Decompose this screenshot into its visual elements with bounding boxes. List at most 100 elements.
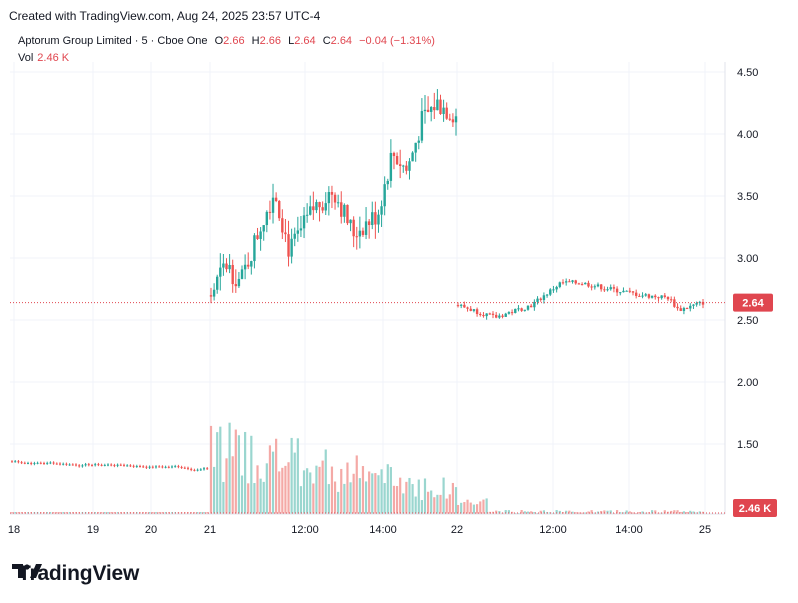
volume-bar — [692, 511, 695, 514]
high-value: 2.66 — [259, 35, 282, 47]
candle — [631, 291, 635, 293]
candle — [305, 214, 309, 216]
volume-bar — [321, 460, 324, 514]
candle — [250, 261, 253, 267]
volume-bar — [374, 473, 377, 514]
volume-bar — [571, 511, 574, 514]
volume-bar — [590, 510, 593, 514]
candle — [479, 314, 482, 316]
volume-bar — [68, 512, 71, 514]
price-chart[interactable]: 4.50 4.00 3.50 3.00 2.50 2.00 1.50 18 19 20 21 12:0… — [0, 0, 798, 545]
volume-bar — [488, 511, 491, 514]
candle — [469, 308, 472, 311]
candle — [491, 313, 495, 315]
candle — [196, 469, 199, 471]
candle — [97, 464, 100, 466]
candle — [584, 282, 587, 285]
candle — [278, 200, 281, 219]
candle — [309, 206, 312, 215]
volume-bar — [14, 512, 16, 514]
volume-bar — [445, 498, 448, 514]
volume-bar — [343, 483, 346, 514]
candle — [520, 308, 523, 311]
volume-bar — [399, 477, 402, 514]
volume-bar — [565, 510, 568, 514]
candle — [171, 466, 173, 468]
volume-bar — [380, 469, 383, 514]
volume-bar — [536, 512, 539, 514]
close-label: C — [322, 35, 331, 47]
candle — [577, 283, 581, 285]
candle — [87, 464, 90, 466]
candle — [564, 281, 568, 283]
volume-bar — [228, 422, 231, 514]
candle — [302, 215, 306, 229]
volume-bar — [654, 510, 657, 514]
candle — [436, 99, 439, 111]
volume-bar — [265, 463, 268, 514]
volume-bar — [200, 512, 202, 514]
volume-bar — [426, 491, 430, 514]
candle — [414, 142, 417, 153]
volume-bar — [463, 502, 466, 514]
candle — [315, 202, 318, 211]
candle — [358, 230, 362, 237]
volume-bar — [482, 499, 485, 514]
volume-bar — [670, 510, 673, 514]
volume-bar — [148, 512, 151, 514]
candle — [199, 469, 202, 471]
y-tick-label: 1.50 — [737, 439, 758, 451]
low-label: L — [288, 35, 295, 47]
volume-bar — [237, 435, 241, 514]
candle — [193, 469, 196, 471]
last-volume-badge-text: 2.46 K — [739, 503, 771, 515]
volume-bar — [253, 483, 256, 514]
low-value: 2.64 — [294, 35, 316, 47]
candle — [426, 109, 430, 112]
volume-bar — [110, 512, 112, 514]
volume-bar — [485, 498, 488, 514]
volume-bar — [358, 478, 361, 514]
change-value: −0.04 (−1.31%) — [359, 35, 435, 47]
symbol-name[interactable]: Aptorum Group Limited · 5 · Cboe One — [18, 35, 208, 47]
volume-bar — [284, 465, 287, 514]
candle — [161, 466, 164, 468]
x-tick-label: 25 — [699, 524, 711, 536]
candle — [209, 295, 213, 297]
volume-bar — [231, 456, 234, 514]
candle — [206, 468, 209, 470]
y-tick-label: 3.00 — [737, 253, 758, 265]
volume-bar — [100, 512, 103, 514]
volume-bar — [514, 512, 517, 514]
x-tick-label: 14:00 — [369, 524, 397, 536]
volume-bar — [448, 494, 451, 514]
volume-bar — [240, 475, 244, 514]
candle — [408, 161, 411, 171]
candle — [596, 284, 600, 287]
volume-bar — [641, 511, 644, 514]
candle — [361, 230, 365, 235]
volume-bar — [293, 452, 296, 514]
candle — [265, 211, 269, 226]
candle — [23, 462, 26, 464]
volume-label: Vol — [18, 52, 34, 64]
candle — [135, 465, 138, 467]
x-tick-label: 12:00 — [291, 524, 319, 536]
volume-bar — [389, 467, 392, 514]
volume-bar — [402, 493, 405, 514]
candle — [103, 464, 106, 466]
candle — [243, 264, 247, 270]
candle — [504, 313, 507, 317]
candle — [293, 233, 296, 239]
candle — [190, 468, 193, 470]
candle — [498, 315, 501, 318]
candle — [529, 305, 533, 308]
volume-bar — [469, 502, 472, 514]
symbol-legend: Aptorum Group Limited · 5 · Cboe One O2.… — [18, 35, 435, 47]
volume-bar — [475, 504, 479, 514]
volume-bar — [352, 473, 355, 514]
tradingview-logo[interactable]: TradingView — [12, 562, 139, 586]
candle — [533, 301, 536, 308]
y-tick-label: 2.50 — [737, 315, 758, 327]
volume-bar — [337, 491, 340, 514]
